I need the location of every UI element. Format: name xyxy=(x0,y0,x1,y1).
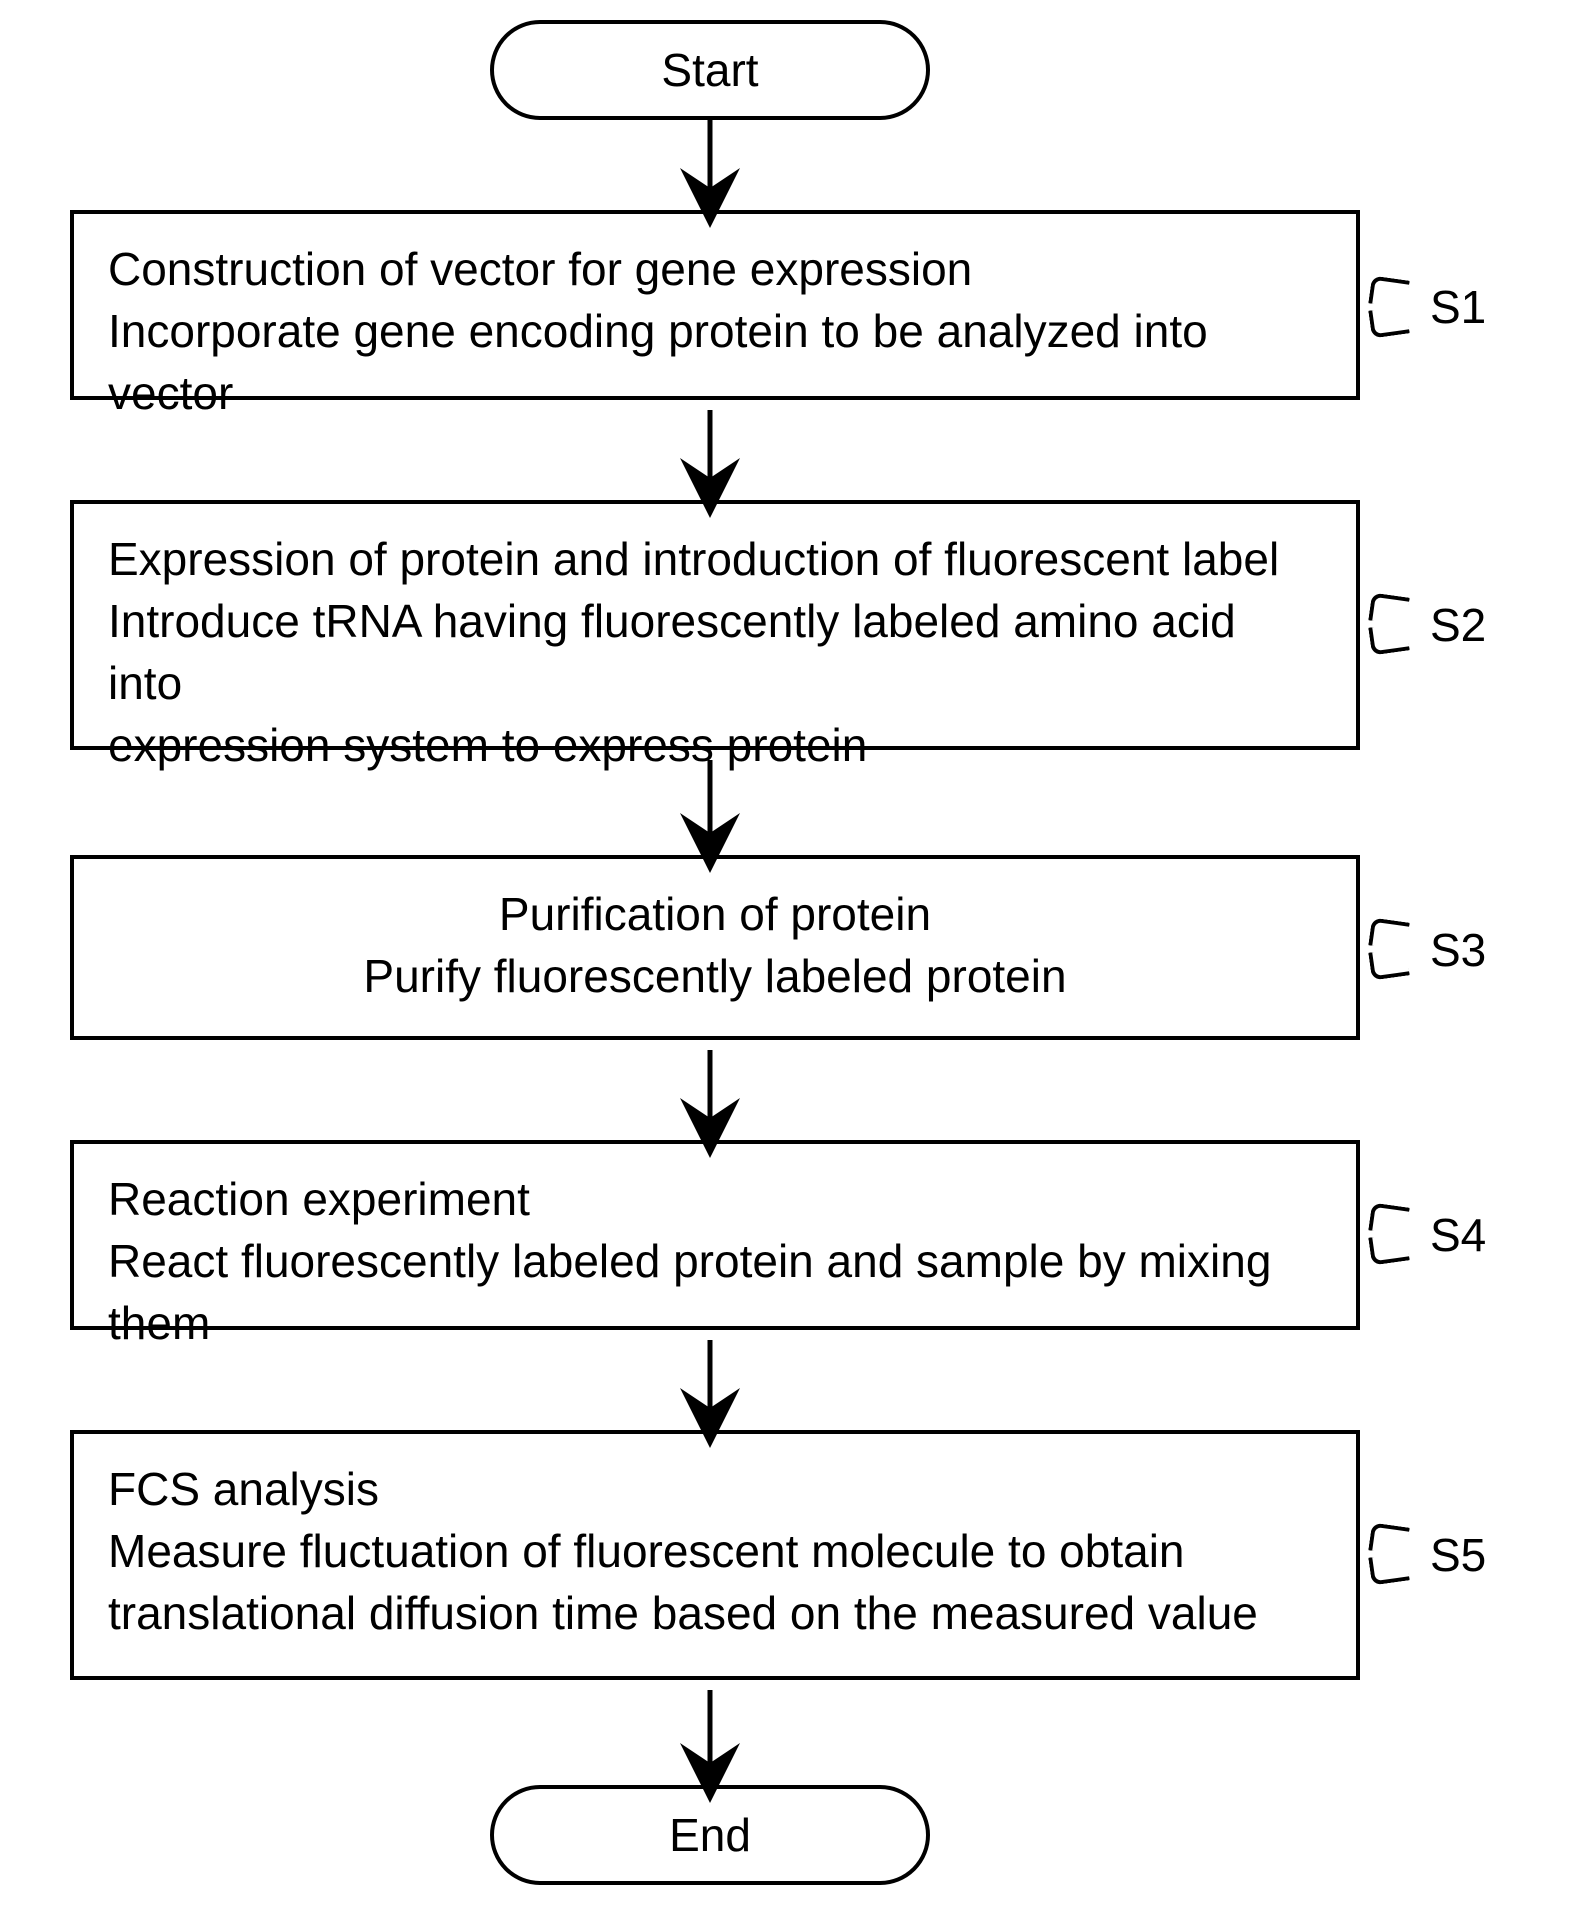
step-s4: Reaction experiment React fluorescently … xyxy=(70,1140,1360,1330)
s3-line2: Purify fluorescently labeled protein xyxy=(108,945,1322,1007)
s5-label: S5 xyxy=(1430,1528,1486,1582)
s5-line1: FCS analysis xyxy=(108,1458,1322,1520)
s1-label: S1 xyxy=(1430,280,1486,334)
step-s2: Expression of protein and introduction o… xyxy=(70,500,1360,750)
flowchart-canvas: Start Construction of vector for gene ex… xyxy=(0,0,1570,1906)
step-s1: Construction of vector for gene expressi… xyxy=(70,210,1360,400)
s2-line3: expression system to express protein xyxy=(108,714,1322,776)
step-s5: FCS analysis Measure fluctuation of fluo… xyxy=(70,1430,1360,1680)
s1-line1: Construction of vector for gene expressi… xyxy=(108,238,1322,300)
s5-line3: translational diffusion time based on th… xyxy=(108,1582,1322,1644)
s2-line2: Introduce tRNA having fluorescently labe… xyxy=(108,590,1322,714)
start-terminator: Start xyxy=(490,20,930,120)
end-terminator: End xyxy=(490,1785,930,1885)
s5-line2: Measure fluctuation of fluorescent molec… xyxy=(108,1520,1322,1582)
end-label: End xyxy=(669,1808,751,1862)
s2-label: S2 xyxy=(1430,598,1486,652)
s4-line2: React fluorescently labeled protein and … xyxy=(108,1230,1322,1354)
s3-label: S3 xyxy=(1430,923,1486,977)
s3-line1: Purification of protein xyxy=(108,883,1322,945)
s4-line1: Reaction experiment xyxy=(108,1168,1322,1230)
start-label: Start xyxy=(661,43,758,97)
s4-label: S4 xyxy=(1430,1208,1486,1262)
s1-line2: Incorporate gene encoding protein to be … xyxy=(108,300,1322,424)
step-s3: Purification of protein Purify fluoresce… xyxy=(70,855,1360,1040)
s2-line1: Expression of protein and introduction o… xyxy=(108,528,1322,590)
